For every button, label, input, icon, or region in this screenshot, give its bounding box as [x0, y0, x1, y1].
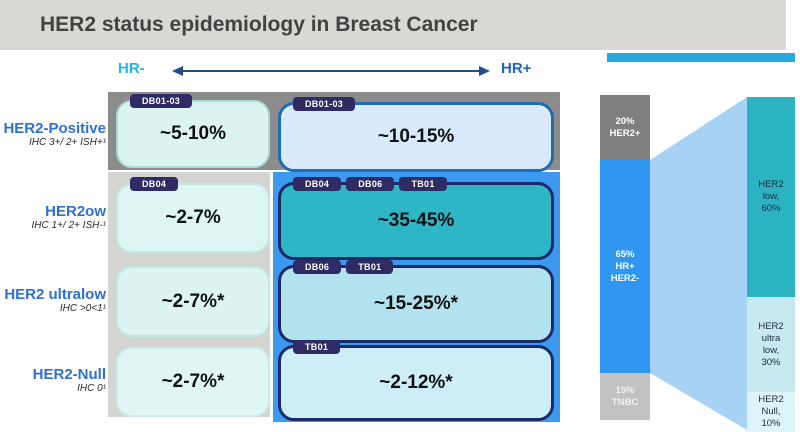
study-tag: DB01-03	[130, 94, 193, 108]
title-band	[0, 0, 786, 50]
study-tags: TB01	[293, 340, 341, 354]
row-label-her2-null: HER2-Null IHC 0¹	[0, 366, 106, 395]
study-tag: TB01	[399, 177, 447, 191]
study-tags: DB01-03	[293, 97, 356, 111]
cell-her2-null-hr-pos: TB01 ~2-12%*	[278, 340, 554, 421]
left-bar-segment-hrpos-her2neg: 65% HR+ HER2-	[600, 160, 650, 373]
study-tag: DB04	[293, 177, 342, 191]
cell-her2-ultralow-hr-pos: DB06 TB01 ~15-25%*	[278, 260, 554, 343]
cell-value: ~35-45%	[377, 210, 455, 231]
hr-negative-label: HR-	[118, 60, 145, 77]
page-title: HER2 status epidemiology in Breast Cance…	[40, 13, 478, 36]
study-tag: DB06	[293, 260, 342, 274]
row-subtitle: IHC >0<1¹	[59, 303, 106, 314]
study-tag: DB06	[346, 177, 395, 191]
accent-bar	[607, 53, 795, 62]
right-bar-segment-her2-ultralow: HER2 ultra low, 30%	[747, 297, 795, 392]
hr-axis-arrow-icon	[172, 66, 490, 76]
cell-her2-low-hr-neg: DB04 ~2-7%	[116, 177, 270, 253]
row-name: HER2-Positive	[3, 120, 106, 137]
left-bar-segment-her2-positive: 20% HER2+	[600, 95, 650, 160]
study-tag: DB04	[130, 177, 179, 191]
cell-her2-ultralow-hr-neg: ~2-7%*	[116, 266, 270, 337]
row-name: HER2ow	[45, 203, 106, 220]
row-subtitle: IHC 0¹	[77, 383, 106, 394]
study-tag: DB01-03	[293, 97, 356, 111]
cell-value: ~2-7%*	[161, 371, 225, 392]
hr-positive-label: HR+	[501, 60, 532, 77]
row-subtitle: IHC 1+/ 2+ ISH-¹	[31, 220, 106, 231]
row-label-her2-ultralow: HER2 ultralow IHC >0<1¹	[0, 286, 106, 315]
cell-value: ~2-7%*	[161, 290, 225, 312]
flow-connector	[650, 97, 747, 430]
cell-her2-null-hr-neg: ~2-7%*	[116, 347, 270, 417]
left-bar-segment-tnbc: 15% TNBC	[600, 373, 650, 420]
cell-value: ~10-15%	[377, 126, 455, 147]
study-tag: TB01	[346, 260, 394, 274]
right-bar-segment-her2-low: HER2 low, 60%	[747, 97, 795, 297]
study-tags: DB04 DB06 TB01	[293, 177, 447, 191]
study-tags: DB01-03	[130, 94, 193, 108]
row-subtitle: IHC 3+/ 2+ ISH+¹	[29, 137, 106, 148]
row-name: HER2 ultralow	[4, 286, 106, 303]
row-label-her2-positive: HER2-Positive IHC 3+/ 2+ ISH+¹	[0, 120, 106, 149]
cell-her2-positive-hr-neg: DB01-03 ~5-10%	[116, 94, 270, 168]
cell-value: ~5-10%	[159, 123, 227, 144]
right-bar-segment-her2-null: HER2 Null, 10%	[747, 392, 795, 432]
cell-value: ~2-7%	[165, 207, 221, 228]
cell-her2-low-hr-pos: DB04 DB06 TB01 ~35-45%	[278, 177, 554, 260]
row-name: HER2-Null	[32, 366, 106, 383]
cell-her2-positive-hr-pos: DB01-03 ~10-15%	[278, 97, 554, 172]
study-tag: TB01	[293, 340, 341, 354]
cell-value: ~2-12%*	[379, 372, 453, 393]
row-label-her2-low: HER2ow IHC 1+/ 2+ ISH-¹	[0, 203, 106, 232]
study-tags: DB04	[130, 177, 179, 191]
cell-value: ~15-25%*	[374, 293, 458, 314]
study-tags: DB06 TB01	[293, 260, 394, 274]
